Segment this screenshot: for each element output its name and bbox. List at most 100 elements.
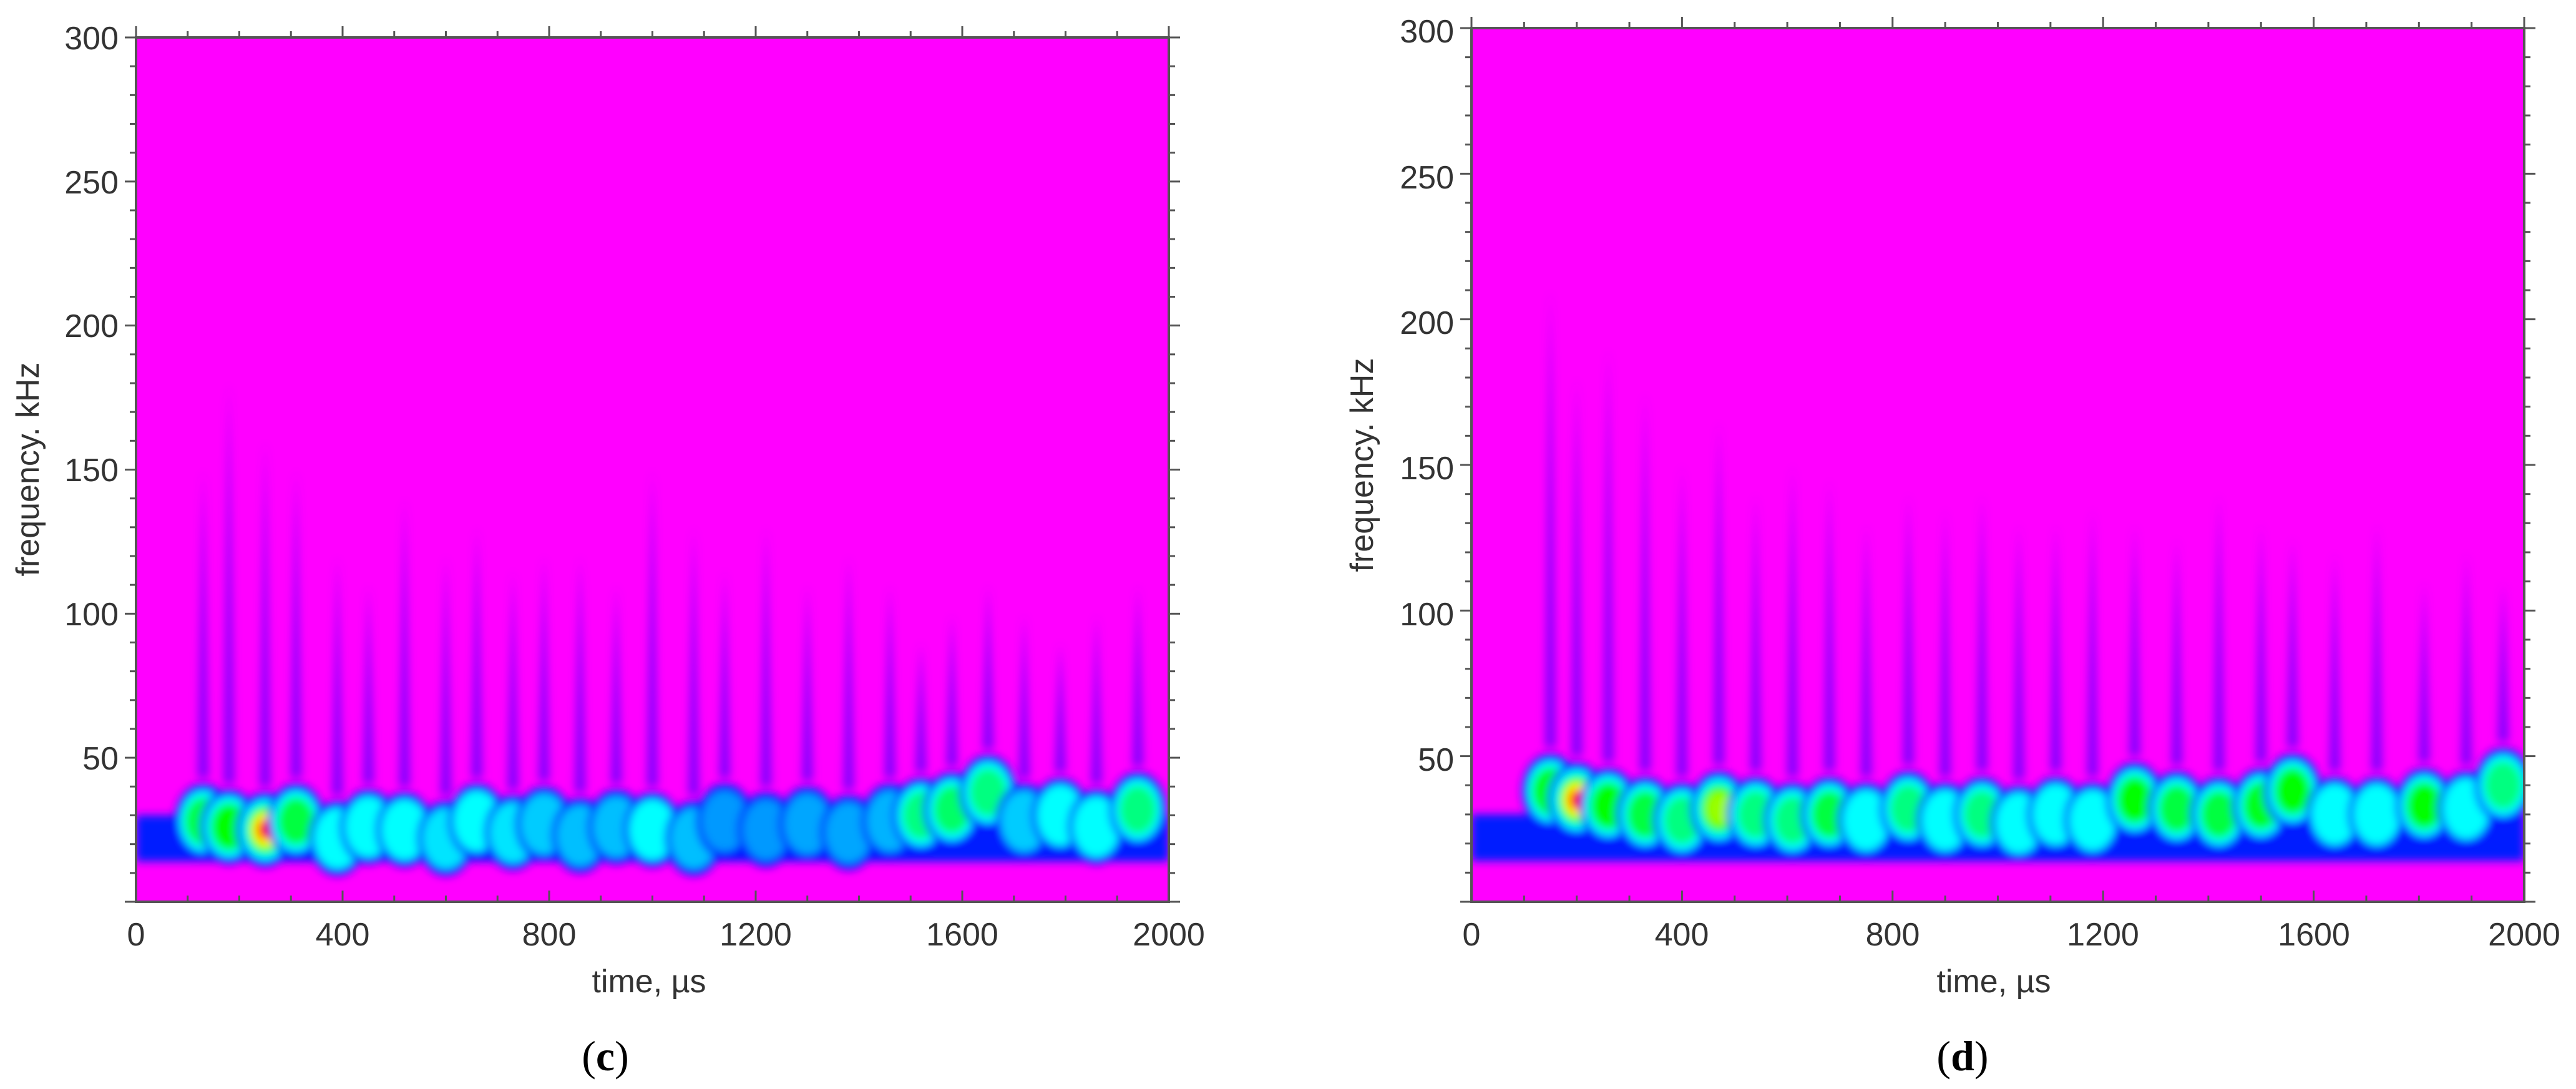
spectrogram-blob — [2158, 784, 2195, 833]
ridge-tail — [1750, 494, 1762, 771]
ridge-tail — [223, 383, 235, 784]
ridge-tail — [1571, 378, 1583, 756]
y-tick-label: 250 — [1400, 160, 1454, 196]
spectrogram-blob — [825, 802, 872, 864]
x-tick-label: 0 — [127, 917, 145, 953]
ridge-tail — [842, 556, 854, 789]
ridge-tail — [440, 556, 452, 796]
y-tick-label: 200 — [64, 308, 119, 344]
ridge-tail — [946, 613, 958, 767]
ticks-c — [125, 26, 1180, 903]
ridge-tail — [538, 556, 550, 781]
x-tick-label: 1200 — [720, 917, 792, 953]
ridge-tail — [2087, 509, 2099, 777]
spectrogram-blob — [1119, 785, 1156, 834]
ridge-tail — [290, 469, 302, 778]
ridge-tail — [1639, 392, 1651, 771]
y-tick-label: 150 — [1400, 451, 1454, 487]
spectrogram-blob — [2406, 781, 2443, 830]
plot-area-d — [1471, 28, 2524, 902]
ridge-tail — [2497, 581, 2509, 742]
ridge-tail — [507, 570, 519, 789]
ridge-tail — [197, 469, 209, 778]
spectrogram-blob — [701, 790, 749, 852]
y-tick-label: 300 — [64, 21, 119, 57]
spectrogram-blob — [1705, 791, 1732, 826]
ridge-tail — [2461, 552, 2472, 765]
ridge-tail — [1713, 421, 1725, 765]
y-tick-label: 100 — [64, 597, 119, 633]
chart-panel-d: 0 400 800 1200 1600 2000 50 100 150 200 … — [1344, 14, 2560, 1080]
x-tick-label: 800 — [1866, 917, 1920, 953]
ridge-tail — [1544, 290, 1556, 748]
spectrogram-blob — [2353, 783, 2401, 846]
spectrogram-blob — [628, 799, 676, 861]
ridge-tail — [2050, 523, 2062, 771]
ridge-tail — [2213, 494, 2225, 771]
spectrogram-blob — [278, 797, 315, 846]
chart-panel-c: 0 400 800 1200 1600 2000 50 100 150 200 … — [10, 21, 1205, 1080]
y-tick-label: 50 — [1418, 742, 1454, 778]
ridge-tail — [1860, 523, 1872, 777]
x-tick-label: 400 — [1655, 917, 1709, 953]
y-tick-label: 150 — [64, 452, 119, 489]
ridge-tail — [574, 556, 586, 793]
x-axis-title-c: time, µs — [592, 964, 706, 1000]
ridge-tail — [1823, 479, 1835, 771]
x-tick-label: 1600 — [926, 917, 998, 953]
ridge-tail — [1603, 348, 1614, 762]
ridge-tail — [1055, 642, 1066, 773]
y-tick-label: 200 — [1400, 305, 1454, 341]
ridge-tail — [2286, 537, 2298, 748]
ridge-tail — [331, 556, 343, 796]
ridge-tail — [2329, 552, 2341, 771]
spectrogram-blob — [2274, 767, 2311, 816]
spectrogram-blob — [784, 793, 831, 855]
spectrogram-d — [1471, 290, 2524, 861]
x-axis-title-d: time, µs — [1936, 964, 2051, 1000]
ridge-tail — [2129, 523, 2140, 756]
ridge-tail — [1787, 465, 1798, 777]
spectrogram-blob — [2484, 761, 2522, 809]
ridge-tail — [915, 642, 927, 773]
ridge-tail — [1018, 613, 1030, 778]
x-tick-label: 400 — [316, 917, 370, 953]
ridge-tail — [1676, 465, 1688, 777]
ridge-tail — [1132, 585, 1144, 767]
x-tick-label: 1600 — [2278, 917, 2350, 953]
ridge-tail — [688, 527, 700, 796]
ridge-tail — [1976, 494, 1988, 771]
ridge-tail — [259, 441, 271, 787]
ridge-tail — [399, 498, 411, 787]
y-tick-label: 250 — [64, 165, 119, 201]
ridge-tail — [2255, 523, 2267, 762]
ridge-tail — [760, 527, 772, 787]
ridge-tail — [1939, 509, 1951, 777]
y-axis-title-d: frequency. kHz — [1344, 358, 1380, 572]
x-tick-label: 0 — [1463, 917, 1481, 953]
y-tick-label: 100 — [1400, 597, 1454, 633]
y-axis-title-c: frequency. kHz — [10, 363, 46, 577]
y-tick-label: 300 — [1400, 14, 1454, 50]
spectrogram-blob — [1073, 796, 1120, 858]
panel-label-d: (d) — [1936, 1032, 1988, 1080]
spectrogram-blob — [1842, 789, 1890, 851]
ridge-tail — [646, 469, 658, 787]
ridge-tail — [1091, 613, 1103, 784]
ridge-tail — [610, 585, 622, 784]
spectrogram-blob — [2069, 789, 2117, 851]
spectrogram-layer — [1471, 290, 2524, 861]
spectrogram-blob — [969, 768, 1007, 816]
x-tick-label: 2000 — [1133, 917, 1205, 953]
y-tick-label: 50 — [82, 741, 119, 777]
spectrogram-blob — [381, 799, 429, 861]
ridge-tail — [801, 585, 813, 781]
ridge-tail — [471, 527, 483, 778]
spectrogram-layer — [136, 383, 1169, 876]
panel-label-c: (c) — [582, 1032, 629, 1080]
ticks-d — [1460, 17, 2535, 903]
ridge-tail — [1903, 494, 1915, 765]
spectrogram-blob — [2200, 790, 2238, 839]
ridge-tail — [982, 585, 994, 750]
